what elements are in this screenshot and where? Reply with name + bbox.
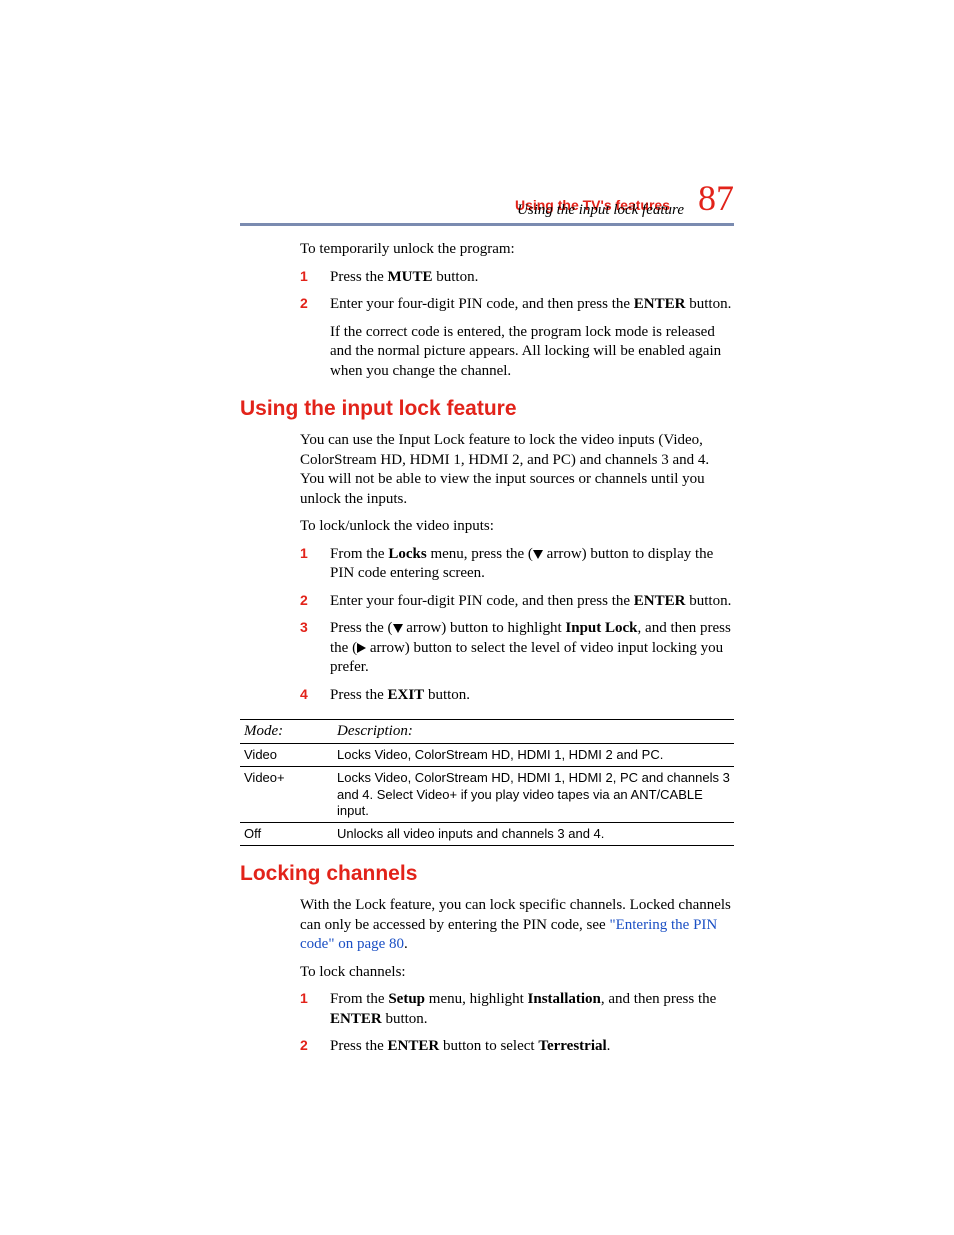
step-text: Enter your four-digit PIN code, and then…: [330, 295, 734, 315]
section1-para: You can use the Input Lock feature to lo…: [300, 431, 734, 509]
table-header: Mode:: [240, 720, 333, 744]
page-number: 87: [698, 180, 734, 216]
table-cell: Video: [240, 744, 333, 767]
step-text: From the Setup menu, highlight Installat…: [330, 990, 734, 1029]
step-text: From the Locks menu, press the ( arrow) …: [330, 545, 734, 584]
step-text: Press the ( arrow) button to highlight I…: [330, 619, 734, 678]
step-text: Press the ENTER button to select Terrest…: [330, 1037, 734, 1057]
step-number: 2: [300, 592, 312, 612]
section2-para: With the Lock feature, you can lock spec…: [300, 896, 734, 955]
step-number: 1: [300, 268, 312, 288]
step-text: Press the EXIT button.: [330, 686, 734, 706]
step-number: 2: [300, 1037, 312, 1057]
list-item: 2 Enter your four-digit PIN code, and th…: [300, 295, 734, 315]
header-rule: [240, 223, 734, 226]
intro-steps: 1 Press the MUTE button. 2 Enter your fo…: [300, 268, 734, 315]
list-item: 1 From the Locks menu, press the ( arrow…: [300, 545, 734, 584]
step-number: 1: [300, 990, 312, 1029]
list-item: 2 Press the ENTER button to select Terre…: [300, 1037, 734, 1057]
section1-lead: To lock/unlock the video inputs:: [300, 517, 734, 537]
section2-lead: To lock channels:: [300, 963, 734, 983]
section1-steps: 1 From the Locks menu, press the ( arrow…: [300, 545, 734, 706]
intro-note: If the correct code is entered, the prog…: [330, 323, 734, 382]
table-cell: Off: [240, 823, 333, 846]
arrow-down-icon: [393, 624, 403, 633]
table-row: Off Unlocks all video inputs and channel…: [240, 823, 734, 846]
arrow-right-icon: [357, 643, 366, 653]
step-number: 1: [300, 545, 312, 584]
section2-steps: 1 From the Setup menu, highlight Install…: [300, 990, 734, 1057]
list-item: 3 Press the ( arrow) button to highlight…: [300, 619, 734, 678]
table-cell: Video+: [240, 767, 333, 823]
section-subtitle: Using the input lock feature: [240, 202, 684, 219]
table-cell: Unlocks all video inputs and channels 3 …: [333, 823, 734, 846]
step-text: Enter your four-digit PIN code, and then…: [330, 592, 734, 612]
step-number: 3: [300, 619, 312, 678]
table-header: Description:: [333, 720, 734, 744]
table-header-row: Mode: Description:: [240, 720, 734, 744]
list-item: 2 Enter your four-digit PIN code, and th…: [300, 592, 734, 612]
section-heading-locking-channels: Locking channels: [240, 862, 734, 886]
page: Using the TV's features 87 Using the inp…: [0, 0, 954, 1125]
list-item: 4 Press the EXIT button.: [300, 686, 734, 706]
table-cell: Locks Video, ColorStream HD, HDMI 1, HDM…: [333, 744, 734, 767]
table-cell: Locks Video, ColorStream HD, HDMI 1, HDM…: [333, 767, 734, 823]
table-row: Video+ Locks Video, ColorStream HD, HDMI…: [240, 767, 734, 823]
intro-lead: To temporarily unlock the program:: [300, 240, 734, 260]
step-text: Press the MUTE button.: [330, 268, 734, 288]
list-item: 1 From the Setup menu, highlight Install…: [300, 990, 734, 1029]
step-number: 2: [300, 295, 312, 315]
step-number: 4: [300, 686, 312, 706]
table-row: Video Locks Video, ColorStream HD, HDMI …: [240, 744, 734, 767]
arrow-down-icon: [533, 550, 543, 559]
mode-table: Mode: Description: Video Locks Video, Co…: [240, 719, 734, 846]
page-header: Using the TV's features 87 Using the inp…: [240, 180, 734, 219]
section-heading-input-lock: Using the input lock feature: [240, 397, 734, 421]
list-item: 1 Press the MUTE button.: [300, 268, 734, 288]
